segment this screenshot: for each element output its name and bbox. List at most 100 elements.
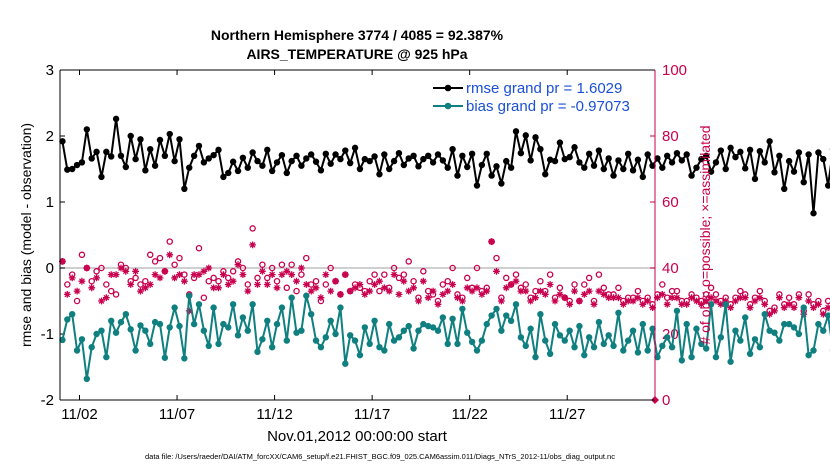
bias-point bbox=[576, 322, 583, 330]
obs-assimilated-point bbox=[107, 271, 115, 278]
obs-assimilated-point bbox=[556, 291, 564, 298]
obs-possible-point bbox=[268, 264, 276, 272]
rmse-point bbox=[800, 179, 807, 186]
x-tick-label: 11/02 bbox=[61, 406, 97, 423]
rmse-point bbox=[142, 167, 149, 174]
obs-assimilated-point bbox=[298, 264, 305, 272]
bias-point bbox=[737, 337, 744, 344]
bias-point bbox=[517, 334, 525, 341]
obs-possible-point bbox=[288, 261, 295, 268]
bias-point bbox=[137, 322, 144, 329]
obs-assimilated-point bbox=[424, 294, 432, 302]
obs-assimilated-point bbox=[78, 277, 86, 285]
rmse-point bbox=[225, 169, 232, 177]
bias-point bbox=[590, 344, 598, 351]
rmse-point bbox=[351, 144, 359, 152]
obs-possible-point bbox=[146, 251, 154, 259]
rmse-point bbox=[293, 152, 300, 159]
rmse-point bbox=[161, 152, 169, 159]
obs-possible-point bbox=[64, 281, 71, 288]
bias-point bbox=[186, 292, 193, 299]
bias-point bbox=[298, 327, 305, 334]
obs-possible-point bbox=[200, 294, 208, 301]
rmse-point bbox=[532, 134, 539, 141]
rmse-point bbox=[122, 163, 130, 171]
bias-point bbox=[639, 320, 647, 328]
x-tick-label: 11/22 bbox=[451, 406, 487, 423]
bias-point bbox=[761, 311, 768, 318]
bias-point bbox=[425, 322, 432, 330]
rmse-point bbox=[483, 150, 490, 158]
rmse-point bbox=[810, 210, 817, 217]
obs-possible-point bbox=[312, 277, 320, 285]
bias-point bbox=[790, 324, 798, 331]
obs-possible-point bbox=[702, 291, 710, 298]
y-tick-label: 2 bbox=[46, 128, 54, 145]
obs-assimilated-point bbox=[361, 291, 369, 298]
bias-point bbox=[742, 314, 749, 321]
rmse-point bbox=[590, 162, 598, 169]
bias-point bbox=[522, 342, 529, 350]
rmse-point bbox=[717, 147, 725, 154]
obs-assimilated-point bbox=[254, 281, 261, 288]
obs-assimilated-point bbox=[473, 284, 481, 292]
obs-possible-point bbox=[327, 264, 334, 272]
obs-assimilated-point bbox=[288, 271, 296, 278]
rmse-point bbox=[210, 151, 217, 159]
obs-assimilated-point bbox=[600, 291, 608, 298]
obs-assimilated-point bbox=[371, 281, 378, 288]
rmse-point bbox=[722, 165, 729, 173]
rmse-point bbox=[298, 162, 305, 169]
obs-assimilated-point bbox=[493, 267, 500, 275]
rmse-point bbox=[805, 151, 812, 158]
obs-possible-point bbox=[264, 274, 271, 282]
bias-point bbox=[464, 329, 471, 336]
bias-point bbox=[693, 325, 700, 332]
rmse-point bbox=[615, 157, 622, 164]
bias-point bbox=[527, 325, 534, 332]
rmse-point bbox=[468, 150, 476, 158]
bias-point bbox=[220, 320, 227, 328]
obs-assimilated-point bbox=[605, 294, 613, 302]
obs-assimilated-point bbox=[790, 304, 798, 311]
bias-point bbox=[488, 312, 495, 319]
obs-possible-point bbox=[303, 254, 310, 262]
bias-point bbox=[346, 332, 354, 339]
obs-assimilated-point bbox=[512, 277, 520, 285]
rmse-point bbox=[415, 163, 422, 170]
bias-point bbox=[551, 320, 559, 328]
obs-assimilated-point bbox=[732, 297, 739, 305]
bias-point bbox=[776, 337, 783, 344]
rmse-point bbox=[663, 152, 671, 159]
rmse-point bbox=[561, 155, 568, 163]
rmse-point bbox=[639, 173, 647, 181]
rmse-point bbox=[595, 147, 603, 154]
rmse-point bbox=[425, 152, 432, 159]
obs-assimilated-point bbox=[405, 287, 413, 295]
rmse-point bbox=[127, 132, 134, 140]
y2-tick-label: 0 bbox=[662, 392, 670, 409]
bias-point bbox=[307, 311, 315, 318]
obs-assimilated-point bbox=[619, 300, 627, 308]
obs-possible-point bbox=[283, 284, 291, 292]
rmse-point bbox=[390, 157, 398, 165]
bias-point bbox=[585, 334, 593, 341]
obs-possible-point bbox=[449, 264, 456, 272]
x-tick-label: 11/12 bbox=[256, 406, 292, 423]
rmse-point bbox=[571, 144, 578, 151]
obs-assimilated-point bbox=[346, 287, 354, 295]
y-tick-label: 0 bbox=[46, 260, 54, 277]
rmse-point bbox=[624, 150, 632, 158]
obs-possible-point bbox=[673, 287, 681, 295]
obs-assimilated-point bbox=[307, 287, 315, 295]
obs-possible-point bbox=[410, 277, 417, 285]
rmse-point bbox=[605, 155, 612, 162]
rmse-point bbox=[229, 158, 237, 165]
rmse-point bbox=[303, 155, 310, 162]
obs-assimilated-point bbox=[239, 271, 247, 278]
rmse-point bbox=[59, 138, 66, 145]
bias-point bbox=[824, 312, 830, 319]
bias-point bbox=[727, 358, 734, 365]
obs-possible-point bbox=[463, 274, 471, 282]
